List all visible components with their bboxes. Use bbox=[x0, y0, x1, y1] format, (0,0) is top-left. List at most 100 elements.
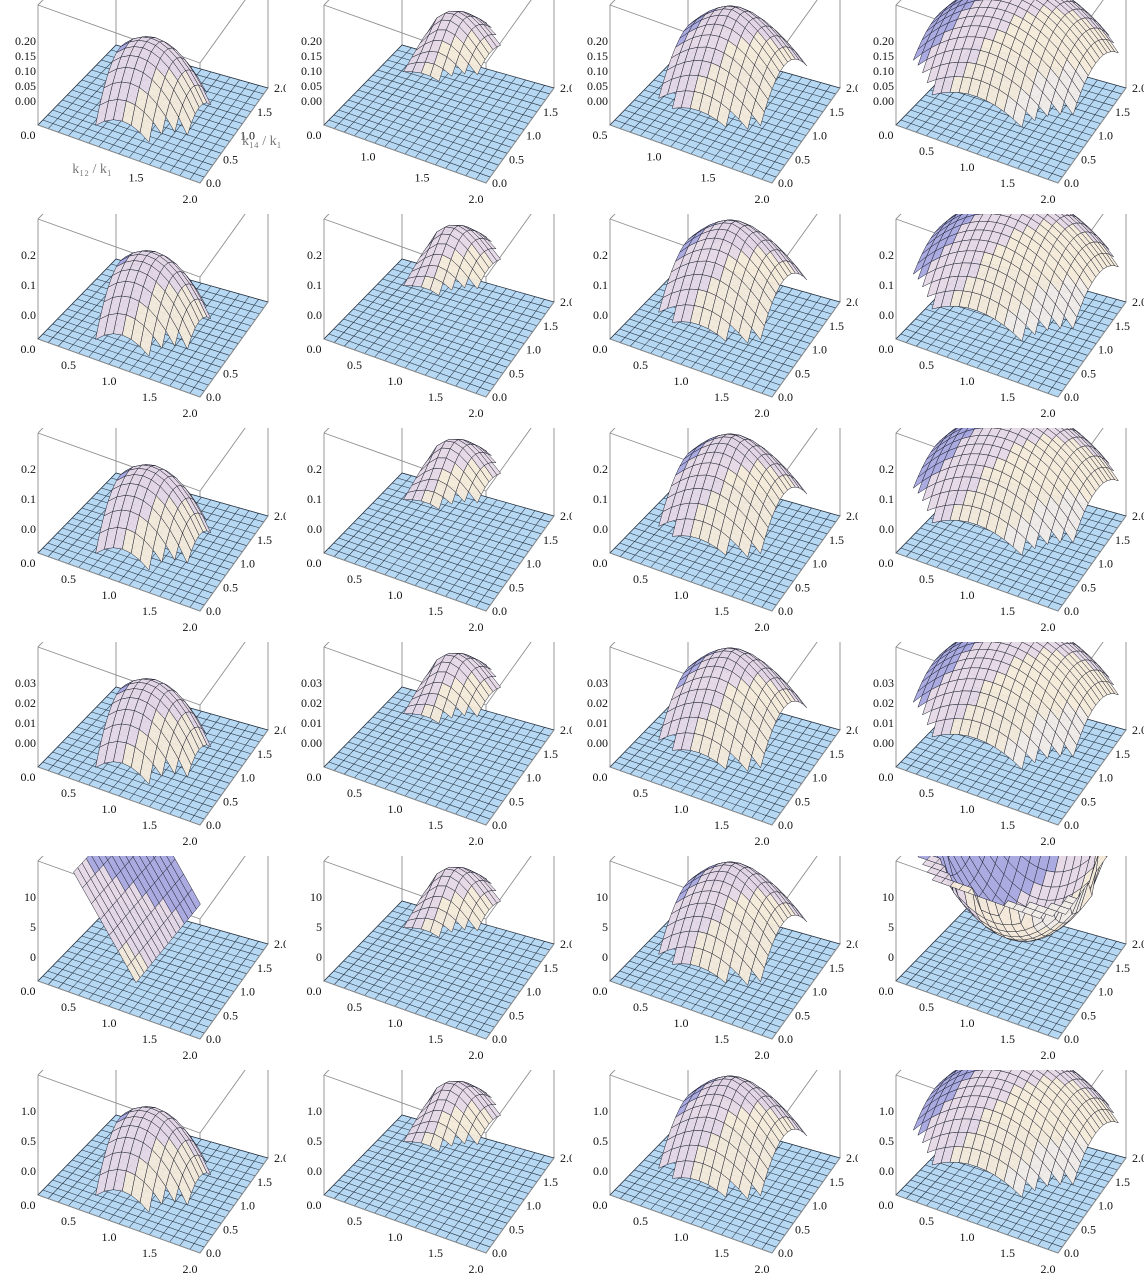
plot-panel-r5-c4: 10 5 0 0.0 0.5 1.0 1.5 2.0 2.0 1.5 1.0 0.5 0.0 bbox=[858, 856, 1144, 1070]
z-tick-label: 1.0 bbox=[21, 1104, 36, 1118]
y-tick-label: 2.0 bbox=[560, 509, 572, 523]
x-tick-label: 1.5 bbox=[1000, 818, 1015, 832]
floor-grid-line bbox=[377, 711, 533, 760]
z-tick-label: 0.1 bbox=[879, 492, 894, 506]
floor-grid-line bbox=[414, 497, 488, 586]
plot-panel-r6-c2: 1.0 0.5 0.0 0.0 0.5 1.0 1.5 2.0 2.0 1.5 1.0 0.5 0.0 bbox=[286, 1070, 572, 1284]
floor-grid-line bbox=[425, 927, 498, 1018]
floor-grid-line bbox=[372, 930, 529, 980]
floor-grid-line bbox=[362, 84, 521, 136]
surface-patch bbox=[468, 910, 482, 932]
floor-grid-line bbox=[189, 727, 259, 822]
z-tick-label: 0.1 bbox=[307, 492, 322, 506]
x-tick-label: 1.0 bbox=[960, 374, 975, 388]
x-tick-label: 0.0 bbox=[593, 342, 608, 356]
z-tick-label: 0.00 bbox=[873, 736, 894, 750]
x-tick-label: 1.5 bbox=[714, 1032, 729, 1046]
box-edge bbox=[609, 766, 773, 826]
box-edge bbox=[37, 1194, 201, 1254]
floor-grid-line bbox=[465, 724, 536, 818]
z-tick-label: 0.0 bbox=[593, 308, 608, 322]
z-tick-label: 0.10 bbox=[587, 64, 608, 78]
y-tick-label: 0.0 bbox=[1064, 818, 1079, 832]
surface-patch bbox=[455, 908, 469, 931]
floor-grid-line bbox=[1037, 296, 1108, 390]
z-tick-label: 0.2 bbox=[21, 462, 36, 476]
x-tick-label: 0.5 bbox=[633, 1000, 648, 1014]
y-tick-label: 2.0 bbox=[1132, 295, 1144, 309]
floor-grid-line bbox=[761, 299, 831, 394]
floor-grid-line bbox=[761, 1155, 831, 1250]
floor-grid-line bbox=[997, 927, 1070, 1018]
x-tick-label: 1.0 bbox=[102, 1230, 117, 1244]
x-tick-label: 0.5 bbox=[61, 786, 76, 800]
z-tick-label: 0.1 bbox=[307, 278, 322, 292]
x-tick-label: 1.5 bbox=[701, 171, 716, 185]
floor-grid-line bbox=[455, 293, 526, 387]
surface-patch bbox=[165, 1171, 179, 1203]
surface-plot-svg: 1.00.50.00.00.51.01.52.02.01.51.00.50.0 bbox=[879, 1070, 1144, 1276]
z-tick-label: 0 bbox=[602, 950, 608, 964]
z-tick-label: 0.0 bbox=[593, 1164, 608, 1178]
floor-grid-line bbox=[731, 291, 803, 383]
floor-grid-line bbox=[367, 293, 525, 344]
surface-patch bbox=[442, 484, 457, 505]
box-edge bbox=[609, 856, 616, 862]
z-tick-label: 0.2 bbox=[21, 248, 36, 262]
surface-plot-svg: 1.00.50.00.00.51.01.52.02.01.51.00.50.0 bbox=[21, 1070, 286, 1276]
y-tick-label: 1.5 bbox=[543, 747, 558, 761]
z-tick-label: 0 bbox=[30, 950, 36, 964]
x-tick-label: 2.0 bbox=[755, 1262, 770, 1276]
x-tick-label: 1.0 bbox=[960, 802, 975, 816]
box-edge bbox=[485, 0, 532, 64]
plot-panel-r6-c3: 1.0 0.5 0.0 0.0 0.5 1.0 1.5 2.0 2.0 1.5 1.0 0.5 0.0 bbox=[572, 1070, 858, 1284]
box-edge bbox=[323, 642, 330, 648]
z-tick-label: 5 bbox=[888, 920, 894, 934]
floor-grid-line bbox=[76, 940, 235, 992]
y-tick-label: 2.0 bbox=[274, 81, 286, 95]
x-tick-label: 1.0 bbox=[388, 1016, 403, 1030]
z-tick-label: 0.00 bbox=[301, 736, 322, 750]
x-tick-label: 2.0 bbox=[469, 406, 484, 420]
x-tick-label: 0.0 bbox=[307, 342, 322, 356]
x-tick-label: 1.5 bbox=[142, 1246, 157, 1260]
y-tick-label: 0.5 bbox=[795, 580, 810, 594]
surface-patch bbox=[1025, 524, 1039, 550]
floor-grid-line bbox=[435, 1144, 507, 1236]
surface-plot-svg: 0.20.10.00.00.51.01.52.02.01.51.00.50.0 bbox=[879, 428, 1144, 634]
floor-grid-line bbox=[741, 721, 812, 815]
box-edge bbox=[485, 301, 555, 398]
box-edge bbox=[199, 943, 269, 1040]
floor-grid-line bbox=[189, 85, 259, 180]
box-edge bbox=[771, 943, 841, 1040]
surface-patch bbox=[738, 531, 752, 558]
box-edge bbox=[609, 338, 773, 398]
surface-patch bbox=[1030, 909, 1045, 919]
floor-grid-line bbox=[741, 935, 812, 1029]
surface-patch bbox=[455, 694, 469, 717]
x-tick-label: 1.5 bbox=[428, 390, 443, 404]
x-tick-label: 2.0 bbox=[469, 192, 484, 206]
z-tick-label: 0.1 bbox=[21, 278, 36, 292]
floor-grid-line bbox=[362, 512, 521, 564]
box-edge bbox=[1057, 943, 1127, 1040]
floor-grid-line bbox=[949, 925, 1105, 974]
x-tick-label: 1.0 bbox=[102, 802, 117, 816]
x-tick-label: 1.5 bbox=[714, 1246, 729, 1260]
x-tick-label: 1.5 bbox=[1000, 176, 1015, 190]
box-edge bbox=[1057, 87, 1127, 184]
box-edge bbox=[1057, 729, 1127, 826]
surface-plot-svg: 0.030.020.010.000.00.51.01.52.02.01.51.0… bbox=[873, 642, 1144, 848]
box-edge bbox=[895, 980, 1059, 1040]
floor-grid-line bbox=[1047, 85, 1117, 180]
surface-patch bbox=[139, 1181, 154, 1213]
x-tick-label: 1.0 bbox=[674, 802, 689, 816]
y-tick-label: 1.0 bbox=[526, 1199, 541, 1213]
y-tick-label: 1.0 bbox=[812, 129, 827, 143]
y-tick-label: 0.0 bbox=[206, 818, 221, 832]
x-tick-label: 0.0 bbox=[593, 770, 608, 784]
floor-grid-line bbox=[445, 291, 517, 383]
floor-grid-line bbox=[372, 288, 529, 338]
y-tick-label: 1.0 bbox=[812, 557, 827, 571]
x-tick-label: 1.0 bbox=[102, 588, 117, 602]
